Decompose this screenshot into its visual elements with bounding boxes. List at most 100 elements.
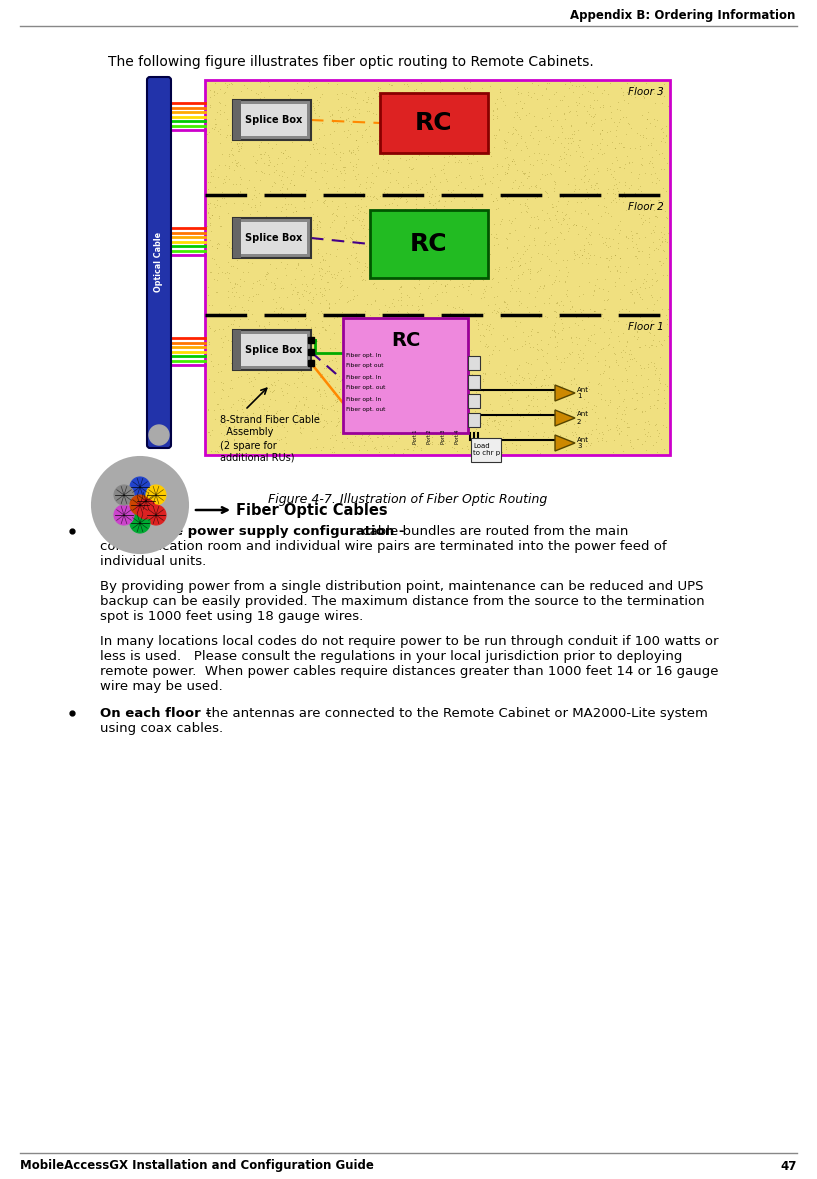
Point bbox=[203, 195, 217, 213]
Point bbox=[551, 380, 565, 399]
Point bbox=[569, 302, 582, 321]
Point bbox=[319, 358, 333, 377]
Point bbox=[563, 156, 576, 174]
Point bbox=[391, 209, 404, 228]
Point bbox=[632, 338, 645, 357]
Point bbox=[396, 262, 409, 281]
Point bbox=[448, 396, 461, 415]
Text: remote power.  When power cables require distances greater than 1000 feet 14 or : remote power. When power cables require … bbox=[100, 665, 718, 678]
Point bbox=[402, 77, 415, 95]
Point bbox=[302, 397, 315, 416]
Point bbox=[442, 147, 455, 166]
Point bbox=[512, 365, 525, 384]
Point bbox=[504, 389, 517, 408]
Point bbox=[480, 400, 493, 419]
Point bbox=[643, 324, 656, 343]
Point bbox=[263, 396, 276, 415]
Point bbox=[515, 129, 528, 147]
Point bbox=[426, 158, 439, 177]
Point bbox=[576, 217, 589, 236]
Point bbox=[420, 121, 433, 140]
Point bbox=[461, 124, 474, 143]
Point bbox=[302, 284, 315, 303]
Point bbox=[650, 271, 663, 290]
Point bbox=[490, 302, 503, 321]
Point bbox=[259, 358, 272, 377]
Point bbox=[216, 145, 229, 164]
Point bbox=[340, 84, 353, 103]
Point bbox=[579, 249, 592, 268]
Point bbox=[443, 252, 456, 271]
Point bbox=[292, 321, 306, 340]
Point bbox=[482, 139, 495, 158]
Point bbox=[595, 376, 608, 395]
Point bbox=[247, 242, 260, 261]
Point bbox=[333, 315, 346, 334]
Bar bbox=[237, 104, 307, 136]
Point bbox=[462, 439, 475, 457]
Point bbox=[610, 178, 623, 197]
Point bbox=[231, 184, 244, 203]
Point bbox=[329, 393, 342, 411]
Point bbox=[252, 184, 266, 203]
Point bbox=[346, 87, 359, 106]
Point bbox=[225, 238, 238, 257]
Point bbox=[221, 269, 234, 288]
Point bbox=[661, 97, 674, 116]
Point bbox=[462, 116, 475, 134]
Point bbox=[596, 430, 609, 449]
Point bbox=[234, 310, 247, 329]
Point bbox=[440, 345, 453, 364]
Point bbox=[493, 258, 506, 277]
Point bbox=[531, 120, 544, 139]
Point bbox=[535, 259, 548, 278]
Point bbox=[463, 417, 476, 436]
Point bbox=[656, 299, 669, 318]
Point bbox=[371, 222, 384, 241]
Point bbox=[659, 125, 672, 144]
Point bbox=[412, 126, 425, 145]
Point bbox=[562, 187, 575, 206]
Point bbox=[454, 409, 467, 428]
Point bbox=[241, 429, 254, 448]
Point bbox=[350, 185, 364, 204]
Point bbox=[423, 171, 436, 190]
Point bbox=[624, 344, 637, 363]
Point bbox=[438, 348, 451, 367]
Point bbox=[323, 279, 336, 298]
Point bbox=[260, 342, 273, 361]
Point bbox=[425, 433, 438, 452]
Point bbox=[284, 309, 297, 328]
Point bbox=[578, 189, 592, 208]
Point bbox=[309, 229, 322, 248]
Point bbox=[435, 134, 449, 153]
Point bbox=[359, 204, 372, 223]
Point bbox=[553, 146, 566, 165]
Point bbox=[307, 228, 320, 246]
Point bbox=[443, 304, 456, 323]
Point bbox=[380, 302, 393, 321]
Point bbox=[404, 211, 417, 230]
Point bbox=[486, 192, 499, 211]
Point bbox=[388, 331, 401, 350]
Point bbox=[211, 282, 224, 301]
Point bbox=[613, 419, 626, 437]
Point bbox=[245, 253, 258, 272]
Point bbox=[281, 93, 294, 112]
Point bbox=[525, 73, 538, 92]
Point bbox=[496, 396, 509, 415]
Point bbox=[426, 220, 440, 239]
Point bbox=[279, 189, 292, 208]
Point bbox=[288, 162, 301, 180]
Point bbox=[542, 209, 555, 228]
Point bbox=[583, 435, 596, 454]
Point bbox=[556, 435, 569, 454]
Point bbox=[404, 222, 417, 241]
Point bbox=[443, 414, 456, 433]
Point bbox=[525, 406, 538, 424]
Point bbox=[548, 323, 561, 342]
Point bbox=[529, 218, 542, 237]
Point bbox=[638, 402, 651, 421]
Point bbox=[267, 248, 280, 266]
Point bbox=[477, 415, 490, 434]
